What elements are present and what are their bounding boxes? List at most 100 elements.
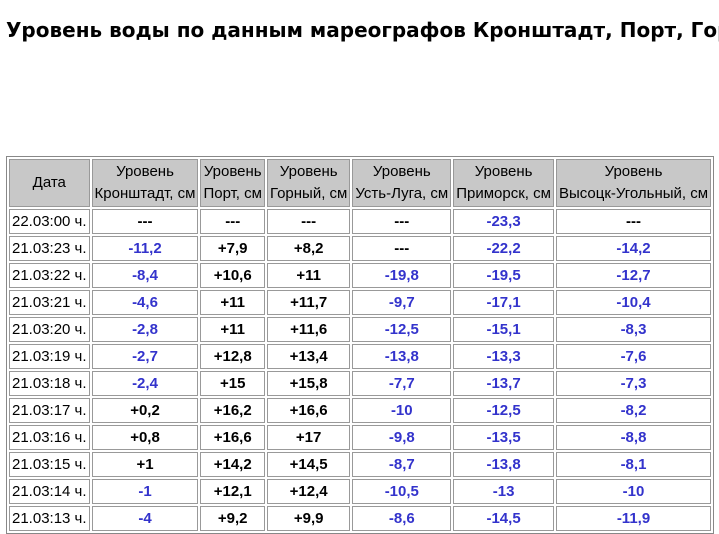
level-cell: -15,1 [453, 317, 554, 342]
date-cell: 21.03:16 ч. [9, 425, 90, 450]
level-cell: +8,2 [266, 236, 351, 261]
level-cell: -14,5 [453, 506, 554, 531]
level-cell: -7,6 [555, 344, 712, 369]
level-cell: --- [352, 236, 452, 261]
table-row: 21.03:17 ч. +0,2 +16,2 +16,6 -10 -12,5 -8,2 [9, 398, 712, 423]
level-cell: -8,6 [352, 506, 452, 531]
date-cell: 21.03:18 ч. [9, 371, 90, 396]
column-header: Уровень Порт, см [200, 159, 265, 207]
level-cell: +11 [266, 263, 351, 288]
table-row: 21.03:13 ч. -4 +9,2 +9,9 -8,6 -14,5 -11,9 [9, 506, 712, 531]
level-cell: -10,4 [555, 290, 712, 315]
level-cell: +10,6 [200, 263, 265, 288]
level-cell: -8,4 [91, 263, 199, 288]
level-cell: -2,8 [91, 317, 199, 342]
date-cell: 21.03:21 ч. [9, 290, 90, 315]
level-cell: +0,2 [91, 398, 199, 423]
page-title: Уровень воды по данным мареографов Кронш… [6, 18, 719, 42]
level-cell: +13,4 [266, 344, 351, 369]
level-cell: -8,7 [352, 452, 452, 477]
level-cell: +12,8 [200, 344, 265, 369]
date-cell: 21.03:19 ч. [9, 344, 90, 369]
level-cell: -13,3 [453, 344, 554, 369]
level-cell: +15,8 [266, 371, 351, 396]
level-cell: -8,3 [555, 317, 712, 342]
level-cell: -4,6 [91, 290, 199, 315]
level-cell: --- [91, 209, 199, 234]
level-cell: -7,3 [555, 371, 712, 396]
level-cell: -11,9 [555, 506, 712, 531]
table-row: 21.03:23 ч. -11,2 +7,9 +8,2 --- -22,2 -14,2 [9, 236, 712, 261]
level-cell: -8,1 [555, 452, 712, 477]
level-cell: -11,2 [91, 236, 199, 261]
column-header: Уровень Высоцк-Угольный, см [555, 159, 712, 207]
level-cell: -2,4 [91, 371, 199, 396]
level-cell: +1 [91, 452, 199, 477]
level-cell: +12,4 [266, 479, 351, 504]
level-cell: --- [200, 209, 265, 234]
level-cell: +11,6 [266, 317, 351, 342]
table-row: 21.03:15 ч. +1 +14,2 +14,5 -8,7 -13,8 -8,1 [9, 452, 712, 477]
water-level-table: Дата Уровень Кронштадт, см Уровень Порт, с… [6, 156, 715, 534]
table-head: Дата Уровень Кронштадт, см Уровень Порт, с… [9, 159, 712, 207]
level-cell: +16,2 [200, 398, 265, 423]
table-row: 22.03:00 ч. --- --- --- --- -23,3 --- [9, 209, 712, 234]
level-cell: -8,2 [555, 398, 712, 423]
level-cell: -13,8 [453, 452, 554, 477]
column-header: Уровень Кронштадт, см [91, 159, 199, 207]
level-cell: +11 [200, 290, 265, 315]
level-cell: -7,7 [352, 371, 452, 396]
level-cell: +0,8 [91, 425, 199, 450]
level-cell: --- [352, 209, 452, 234]
level-cell: -4 [91, 506, 199, 531]
level-cell: -10 [555, 479, 712, 504]
column-header: Уровень Усть-Луга, см [352, 159, 452, 207]
level-cell: +9,9 [266, 506, 351, 531]
table-row: 21.03:16 ч. +0,8 +16,6 +17 -9,8 -13,5 -8,8 [9, 425, 712, 450]
level-cell: +7,9 [200, 236, 265, 261]
table-row: 21.03:20 ч. -2,8 +11 +11,6 -12,5 -15,1 -8,3 [9, 317, 712, 342]
date-cell: 21.03:20 ч. [9, 317, 90, 342]
level-cell: -22,2 [453, 236, 554, 261]
level-cell: -12,5 [453, 398, 554, 423]
date-cell: 21.03:14 ч. [9, 479, 90, 504]
level-cell: +12,1 [200, 479, 265, 504]
level-cell: -13,8 [352, 344, 452, 369]
table-row: 21.03:19 ч. -2,7 +12,8 +13,4 -13,8 -13,3 -7,6 [9, 344, 712, 369]
level-cell: +16,6 [200, 425, 265, 450]
level-cell: -19,8 [352, 263, 452, 288]
level-cell: -13,5 [453, 425, 554, 450]
level-cell: -1 [91, 479, 199, 504]
level-cell: +15 [200, 371, 265, 396]
table-body: 22.03:00 ч. --- --- --- --- -23,3 --- 21.03:23 … [9, 209, 712, 531]
level-cell: +9,2 [200, 506, 265, 531]
date-cell: 21.03:17 ч. [9, 398, 90, 423]
level-cell: -17,1 [453, 290, 554, 315]
date-cell: 22.03:00 ч. [9, 209, 90, 234]
level-cell: -2,7 [91, 344, 199, 369]
level-cell: -8,8 [555, 425, 712, 450]
level-cell: +16,6 [266, 398, 351, 423]
level-cell: -23,3 [453, 209, 554, 234]
level-cell: -9,7 [352, 290, 452, 315]
level-cell: +17 [266, 425, 351, 450]
date-cell: 21.03:22 ч. [9, 263, 90, 288]
level-cell: -9,8 [352, 425, 452, 450]
level-cell: -14,2 [555, 236, 712, 261]
level-cell: +11,7 [266, 290, 351, 315]
level-cell: -13 [453, 479, 554, 504]
level-cell: -10 [352, 398, 452, 423]
column-header: Уровень Горный, см [266, 159, 351, 207]
date-cell: 21.03:13 ч. [9, 506, 90, 531]
level-cell: -19,5 [453, 263, 554, 288]
level-cell: -12,7 [555, 263, 712, 288]
header-row: Дата Уровень Кронштадт, см Уровень Порт, с… [9, 159, 712, 207]
table-row: 21.03:18 ч. -2,4 +15 +15,8 -7,7 -13,7 -7,3 [9, 371, 712, 396]
date-cell: 21.03:15 ч. [9, 452, 90, 477]
column-header: Дата [9, 159, 90, 207]
table-row: 21.03:21 ч. -4,6 +11 +11,7 -9,7 -17,1 -10,4 [9, 290, 712, 315]
level-cell: +11 [200, 317, 265, 342]
level-cell: --- [266, 209, 351, 234]
level-cell: --- [555, 209, 712, 234]
